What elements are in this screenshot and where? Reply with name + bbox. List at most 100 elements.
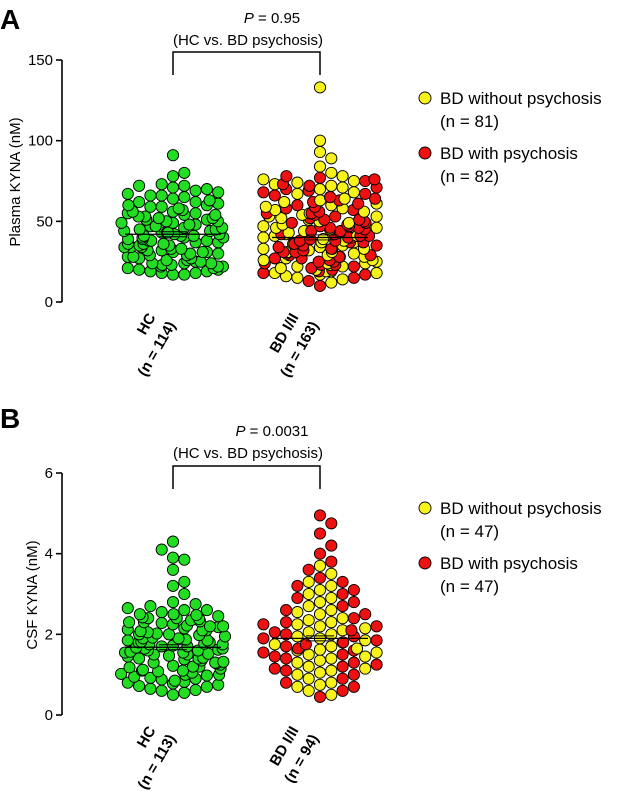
data-point-bd-without <box>303 649 314 660</box>
data-point-bd-without <box>326 677 337 688</box>
data-point-bd-with <box>325 192 336 203</box>
data-point-bd-without <box>326 641 337 652</box>
data-point-bd-with <box>303 275 314 286</box>
data-point-bd-with <box>281 665 292 676</box>
data-point-bd-with <box>348 261 359 272</box>
data-point-hc <box>213 187 224 198</box>
data-point-hc <box>190 208 201 219</box>
data-point-hc <box>201 681 212 692</box>
data-point-hc <box>176 243 187 254</box>
data-point-bd-with <box>326 518 337 529</box>
data-point-bd-with <box>337 673 348 684</box>
data-point-bd-without <box>292 681 303 692</box>
data-point-bd-with <box>281 171 292 182</box>
data-point-bd-with <box>337 601 348 612</box>
data-point-bd-without <box>314 644 325 655</box>
data-point-bd-with <box>292 592 303 603</box>
data-points-a <box>116 82 382 292</box>
data-point-hc <box>201 670 212 681</box>
data-point-bd-with <box>258 187 269 198</box>
y-tick-label: 0 <box>45 294 53 311</box>
data-point-bd-with <box>371 659 382 670</box>
data-point-bd-with <box>348 584 359 595</box>
data-point-hc <box>145 601 156 612</box>
data-point-bd-without <box>258 232 269 243</box>
data-point-hc <box>179 605 190 616</box>
data-point-hc <box>145 201 156 212</box>
data-point-bd-with <box>269 663 280 674</box>
data-point-hc <box>145 683 156 694</box>
data-point-hc <box>210 209 221 220</box>
data-point-hc <box>197 246 208 257</box>
data-point-bd-with <box>314 691 325 702</box>
data-point-bd-without <box>337 182 348 193</box>
data-point-bd-with <box>326 540 337 551</box>
data-point-hc <box>190 196 201 207</box>
data-point-hc <box>163 629 174 640</box>
data-point-hc <box>201 184 212 195</box>
data-point-bd-with <box>258 633 269 644</box>
data-point-bd-with <box>286 217 297 228</box>
data-point-bd-with <box>314 172 325 183</box>
data-point-bd-without <box>314 679 325 690</box>
data-point-hc <box>156 685 167 696</box>
legend-n-with-a: (n = 82) <box>440 167 499 186</box>
data-point-hc <box>167 536 178 547</box>
y-tick-label: 150 <box>28 52 53 69</box>
legend-n-with-b: (n = 47) <box>440 577 499 596</box>
data-point-bd-with <box>314 528 325 539</box>
data-point-hc <box>156 607 167 618</box>
legend-label-with-a: BD with psychosis <box>440 144 578 163</box>
data-point-hc <box>134 196 145 207</box>
data-point-hc <box>122 263 133 274</box>
data-point-bd-without <box>360 635 371 646</box>
data-point-hc <box>213 611 224 622</box>
data-point-bd-with <box>292 200 303 211</box>
data-point-bd-without <box>360 623 371 634</box>
panel-label-b: B <box>0 403 20 434</box>
data-point-hc <box>124 617 135 628</box>
data-point-bd-with <box>337 649 348 660</box>
data-point-bd-without <box>337 171 348 182</box>
data-point-bd-without <box>348 175 359 186</box>
data-point-bd-without <box>258 255 269 266</box>
data-point-bd-without <box>314 146 325 157</box>
data-point-bd-without <box>292 188 303 199</box>
data-point-bd-with <box>360 269 371 280</box>
data-point-bd-with <box>303 564 314 575</box>
data-point-hc <box>134 264 145 275</box>
data-point-hc <box>179 588 190 599</box>
data-point-bd-without <box>348 248 359 259</box>
data-point-bd-without <box>371 647 382 658</box>
data-point-bd-with <box>314 510 325 521</box>
data-point-bd-with <box>346 625 357 636</box>
data-point-hc <box>134 224 145 235</box>
data-point-hc <box>156 179 167 190</box>
data-point-hc <box>169 675 180 686</box>
y-tick-label: 100 <box>28 133 53 150</box>
data-point-bd-without <box>326 665 337 676</box>
p-symbol-b: P <box>236 423 246 440</box>
data-point-hc <box>134 609 145 620</box>
data-point-bd-without <box>314 161 325 172</box>
legend-marker-with-a <box>419 147 431 159</box>
y-tick-label: 4 <box>45 546 53 563</box>
y-tick-label: 0 <box>45 707 53 724</box>
data-point-hc <box>167 564 178 575</box>
data-point-bd-with <box>348 613 359 624</box>
data-point-bd-without <box>343 217 354 228</box>
comparison-bracket-b <box>173 466 320 489</box>
data-point-bd-with <box>281 653 292 664</box>
y-axis-title-a: Plasma KYNA (nM) <box>7 117 24 246</box>
legend-marker-with-b <box>419 557 431 569</box>
data-point-bd-without <box>314 560 325 571</box>
legend-b: BD without psychosis (n = 47) BD with ps… <box>419 499 602 596</box>
data-point-bd-without <box>314 584 325 595</box>
p-value-b: P = 0.0031 <box>236 423 309 440</box>
data-point-bd-without <box>326 277 337 288</box>
data-point-bd-with <box>292 580 303 591</box>
data-point-hc <box>167 193 178 204</box>
data-point-bd-with <box>348 681 359 692</box>
category-labels-b: HC (n = 113) BD I/II (n = 94) <box>134 723 323 791</box>
data-point-hc <box>163 650 174 661</box>
